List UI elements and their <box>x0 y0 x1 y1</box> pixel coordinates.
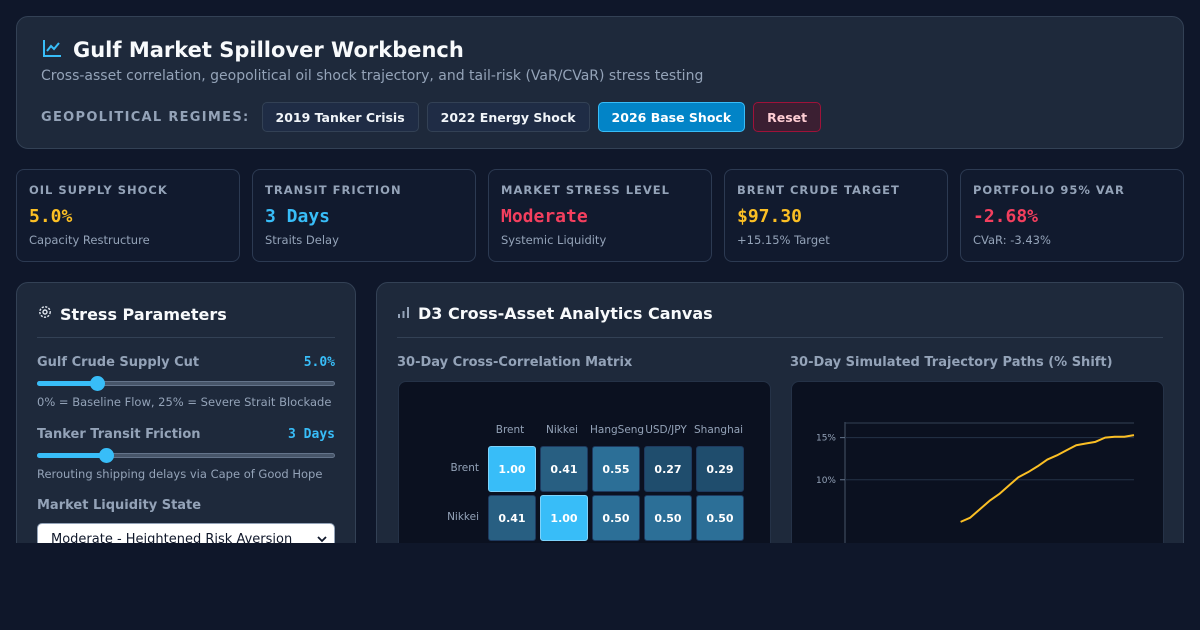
matrix-cell[interactable]: 0.50 <box>644 495 692 541</box>
kpi-label: BRENT CRUDE TARGET <box>737 183 900 197</box>
gear-icon <box>37 304 53 324</box>
transit-friction-control: Tanker Transit Friction 3 Days Rerouting… <box>37 427 335 481</box>
supply-cut-label: Gulf Crude Supply Cut <box>37 355 200 370</box>
reset-button[interactable]: Reset <box>753 102 822 132</box>
page-subtitle: Cross-asset correlation, geopolitical oi… <box>41 68 704 84</box>
trajectory-title: 30-Day Simulated Trajectory Paths (% Shi… <box>790 355 1113 370</box>
liquidity-select[interactable]: Moderate - Heightened Risk Aversion <box>37 523 335 543</box>
supply-cut-value: 5.0% <box>303 355 335 370</box>
matrix-title: 30-Day Cross-Correlation Matrix <box>397 355 633 370</box>
kpi-transit-friction: TRANSIT FRICTION 3 Days Straits Delay <box>252 169 476 262</box>
matrix-cell[interactable]: 0.41 <box>488 495 536 541</box>
matrix-cell[interactable]: 0.50 <box>696 495 744 541</box>
correlation-matrix: Brent Nikkei HangSeng USD/JPY Shanghai Brent 1… <box>398 381 771 543</box>
header-card: Gulf Market Spillover Workbench Cross-as… <box>16 16 1184 149</box>
transit-value: 3 Days <box>288 427 335 442</box>
kpi-sub: Capacity Restructure <box>29 233 150 247</box>
y-tick-label: 15% <box>816 434 836 444</box>
matrix-cell[interactable]: 0.50 <box>592 495 640 541</box>
liquidity-label: Market Liquidity State <box>37 498 202 513</box>
panel-header: D3 Cross-Asset Analytics Canvas <box>397 304 713 323</box>
matrix-cell[interactable]: 0.41 <box>540 446 588 492</box>
regime-button-2022[interactable]: 2022 Energy Shock <box>426 102 590 132</box>
title-row: Gulf Market Spillover Workbench <box>41 37 464 63</box>
matrix-cell[interactable]: 1.00 <box>488 446 536 492</box>
matrix-column-label: Shanghai <box>694 424 744 436</box>
chevron-down-icon <box>316 533 328 543</box>
matrix-row-label: Brent <box>450 462 479 474</box>
liquidity-selected-value: Moderate - Heightened Risk Aversion <box>51 532 293 543</box>
slider-thumb[interactable] <box>89 376 105 391</box>
matrix-column-label: HangSeng <box>590 424 645 436</box>
kpi-value: -2.68% <box>973 206 1039 227</box>
kpi-value: $97.30 <box>737 206 803 227</box>
regime-button-2019[interactable]: 2019 Tanker Crisis <box>261 102 419 132</box>
supply-cut-control: Gulf Crude Supply Cut 5.0% 0% = Baseline… <box>37 355 335 409</box>
kpi-sub: +15.15% Target <box>737 233 830 247</box>
matrix-column-label: Nikkei <box>546 424 578 436</box>
slider-thumb[interactable] <box>98 448 114 463</box>
matrix-row-label: Nikkei <box>447 511 479 523</box>
divider <box>37 337 335 338</box>
panel-title: D3 Cross-Asset Analytics Canvas <box>418 304 713 323</box>
trajectory-line <box>960 434 1135 523</box>
kpi-label: MARKET STRESS LEVEL <box>501 183 670 197</box>
panel-title: Stress Parameters <box>60 304 227 324</box>
stress-parameters-panel: Stress Parameters Gulf Crude Supply Cut … <box>16 282 356 543</box>
regime-button-2026[interactable]: 2026 Base Shock <box>597 102 746 132</box>
bar-chart-icon <box>397 304 411 323</box>
kpi-label: PORTFOLIO 95% VAR <box>973 183 1125 197</box>
analytics-panel: D3 Cross-Asset Analytics Canvas 30-Day C… <box>376 282 1184 543</box>
trajectory-svg: 15% 10% <box>816 422 1135 543</box>
kpi-brent-crude-target: BRENT CRUDE TARGET $97.30 +15.15% Target <box>724 169 948 262</box>
transit-slider[interactable] <box>37 448 335 463</box>
matrix-cell[interactable]: 1.00 <box>540 495 588 541</box>
slider-fill <box>37 453 106 458</box>
regime-selector: GEOPOLITICAL REGIMES: 2019 Tanker Crisis… <box>41 102 822 132</box>
matrix-cell[interactable]: 0.55 <box>592 446 640 492</box>
page-title: Gulf Market Spillover Workbench <box>73 38 464 62</box>
kpi-portfolio-var: PORTFOLIO 95% VAR -2.68% CVaR: -3.43% <box>960 169 1184 262</box>
supply-cut-slider[interactable] <box>37 376 335 391</box>
kpi-value: Moderate <box>501 206 588 227</box>
panel-header: Stress Parameters <box>37 304 227 324</box>
matrix-column-label: USD/JPY <box>645 424 687 436</box>
transit-label: Tanker Transit Friction <box>37 427 201 442</box>
kpi-label: OIL SUPPLY SHOCK <box>29 183 168 197</box>
kpi-sub: Systemic Liquidity <box>501 233 607 247</box>
transit-hint: Rerouting shipping delays via Cape of Go… <box>37 467 323 481</box>
matrix-cell[interactable]: 0.29 <box>696 446 744 492</box>
kpi-value: 5.0% <box>29 206 73 227</box>
slider-fill <box>37 381 97 386</box>
supply-cut-hint: 0% = Baseline Flow, 25% = Severe Strait … <box>37 395 332 409</box>
regimes-label: GEOPOLITICAL REGIMES: <box>41 109 250 125</box>
chart-line-icon <box>41 37 63 63</box>
kpi-label: TRANSIT FRICTION <box>265 183 402 197</box>
kpi-sub: Straits Delay <box>265 233 339 247</box>
kpi-market-stress-level: MARKET STRESS LEVEL Moderate Systemic Li… <box>488 169 712 262</box>
liquidity-control: Market Liquidity State <box>37 498 335 513</box>
divider <box>397 337 1163 338</box>
matrix-cell[interactable]: 0.27 <box>644 446 692 492</box>
y-tick-label: 10% <box>816 476 836 486</box>
trajectory-chart: 15% 10% <box>791 381 1164 543</box>
kpi-oil-supply-shock: OIL SUPPLY SHOCK 5.0% Capacity Restructu… <box>16 169 240 262</box>
kpi-sub: CVaR: -3.43% <box>973 233 1051 247</box>
matrix-column-label: Brent <box>495 424 525 436</box>
kpi-value: 3 Days <box>265 206 331 227</box>
viewport: Gulf Market Spillover Workbench Cross-as… <box>16 16 1184 543</box>
